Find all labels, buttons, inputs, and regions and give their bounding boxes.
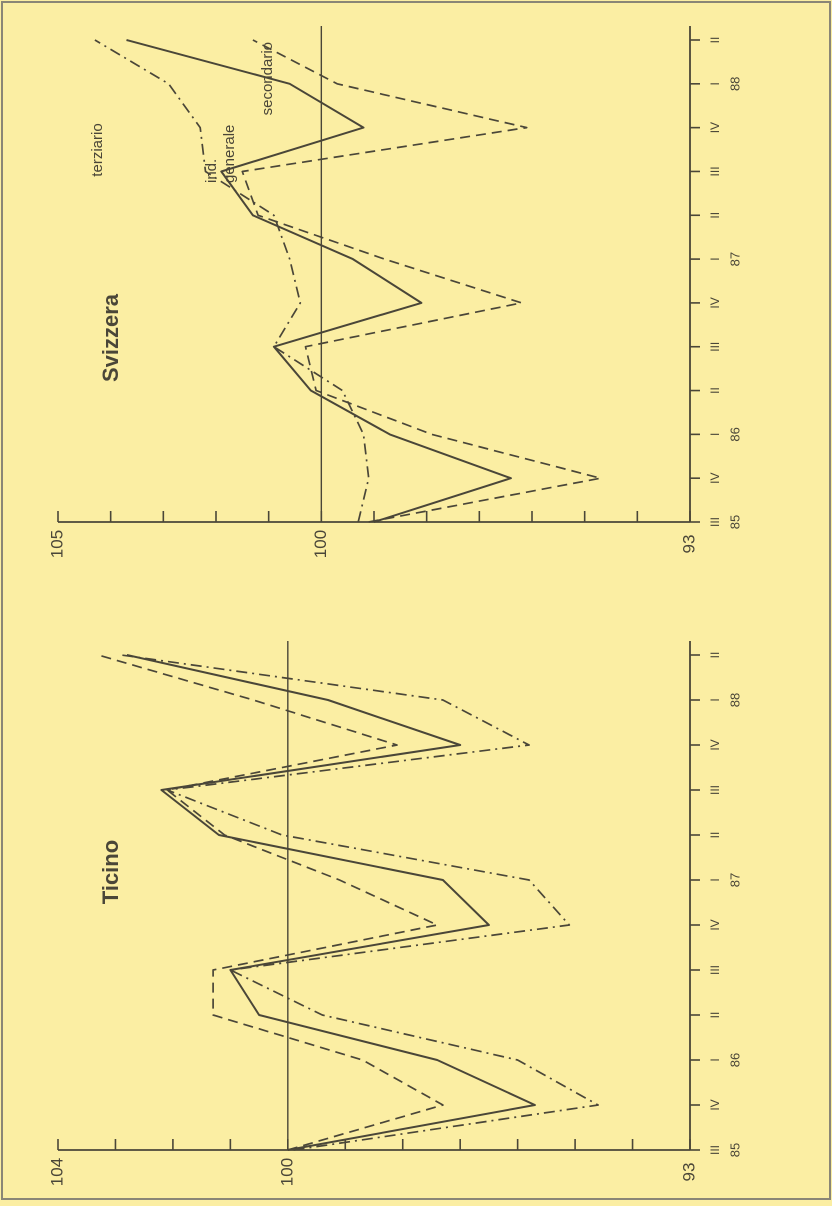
quarter-label: II [708, 37, 722, 44]
year-label: 86 [727, 427, 742, 441]
series-line-dashed [97, 654, 444, 1151]
quarter-label: III [708, 166, 722, 176]
quarter-label: III [708, 1145, 722, 1155]
chart-title: Svizzera [98, 293, 123, 382]
quarter-label: II [708, 1012, 722, 1019]
value-tick-label: 93 [679, 1163, 698, 1182]
year-label: 88 [727, 77, 742, 91]
value-tick-label: 100 [311, 530, 330, 558]
quarter-label: IV [708, 122, 722, 133]
series-annotation: ind. [203, 159, 220, 183]
quarter-label: IV [708, 1099, 722, 1110]
series-line-solid [126, 39, 512, 523]
plots: 104 100 93IIIIVIIIIIIIVIIIIIIIVIII85868788… [47, 26, 742, 1186]
quarter-label: IV [708, 473, 722, 484]
quarter-label: III [708, 517, 722, 527]
year-label: 88 [727, 693, 742, 707]
series-annotation: generale [221, 125, 238, 183]
chart-title: Ticino [98, 840, 123, 904]
quarter-label: II [708, 652, 722, 659]
series-annotation: secondario [259, 42, 276, 115]
quarter-label: I [708, 433, 722, 436]
quarter-label: I [708, 82, 722, 85]
series-line-dashdot [94, 39, 370, 523]
chart-panel: 105 100 93IIIIVIIIIIIIVIIIIIIIVIII85868788… [47, 26, 742, 558]
quarter-label: III [708, 342, 722, 352]
quarter-label: II [708, 387, 722, 394]
quarter-label: III [708, 965, 722, 975]
value-tick-label: 93 [679, 535, 698, 554]
year-label: 87 [727, 252, 742, 266]
series-line-solid [126, 654, 536, 1151]
series-line-dashdot [121, 654, 599, 1151]
year-label: 86 [727, 1053, 742, 1067]
year-label: 87 [727, 873, 742, 887]
quarter-label: IV [708, 297, 722, 308]
quarter-label: IV [708, 919, 722, 930]
chart-panel: 104 100 93IIIIVIIIIIIIVIIIIIIIVIII85868788… [47, 641, 742, 1186]
quarter-label: I [708, 1058, 722, 1061]
series-line-dashed [241, 39, 602, 523]
quarter-label: I [708, 878, 722, 881]
quarter-label: III [708, 785, 722, 795]
value-tick-label: 104 [47, 1158, 66, 1186]
quarter-label: I [708, 698, 722, 701]
series-annotation: terziario [89, 123, 106, 176]
year-label: 85 [727, 515, 742, 529]
quarter-label: II [708, 832, 722, 839]
quarter-label: I [708, 257, 722, 260]
value-tick-label: 105 [47, 530, 66, 558]
quarter-label: IV [708, 739, 722, 750]
value-tick-label: 100 [277, 1158, 296, 1186]
quarter-label: II [708, 212, 722, 219]
year-label: 85 [727, 1143, 742, 1157]
